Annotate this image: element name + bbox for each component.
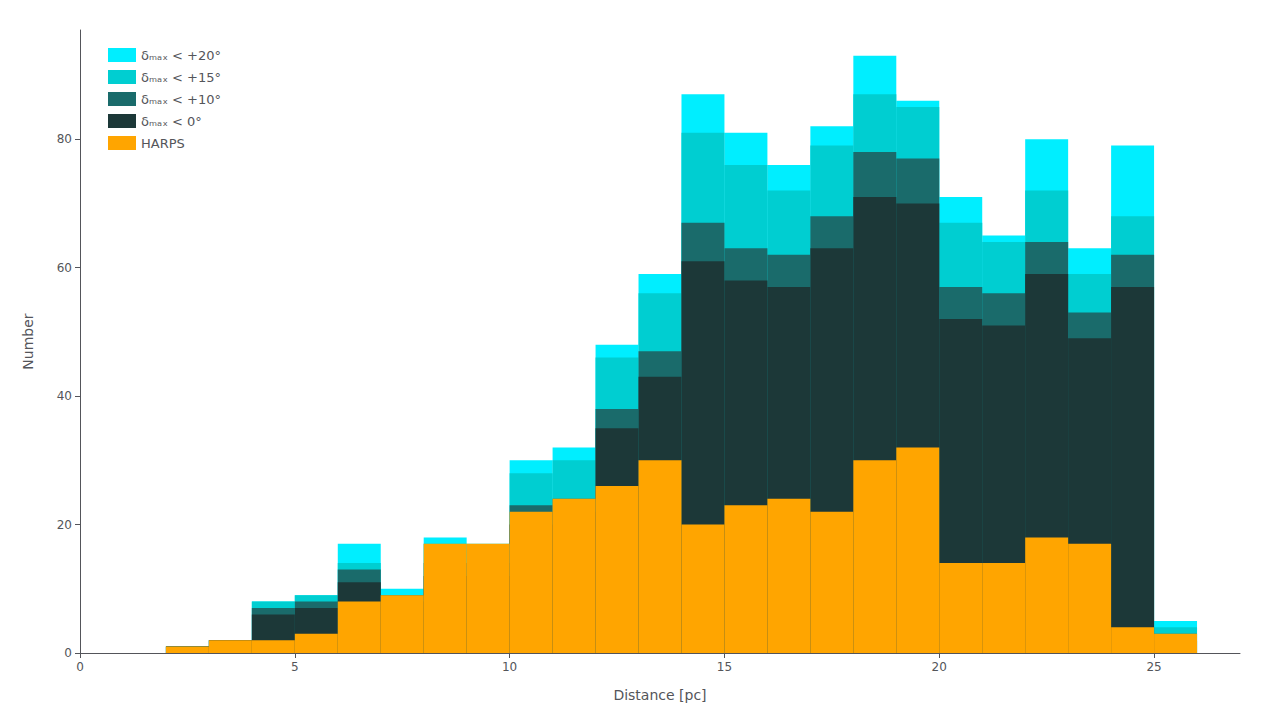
svg-text:60: 60 xyxy=(57,261,72,275)
svg-text:80: 80 xyxy=(57,132,72,146)
svg-text:δₘₐₓ < +15°: δₘₐₓ < +15° xyxy=(141,70,221,85)
svg-text:HARPS: HARPS xyxy=(141,136,185,151)
svg-text:δₘₐₓ < +10°: δₘₐₓ < +10° xyxy=(141,92,221,107)
svg-text:0: 0 xyxy=(76,660,84,674)
svg-text:5: 5 xyxy=(291,660,299,674)
svg-text:40: 40 xyxy=(57,389,72,403)
svg-text:25: 25 xyxy=(1146,660,1161,674)
svg-text:10: 10 xyxy=(502,660,517,674)
svg-text:Number: Number xyxy=(20,313,36,369)
svg-text:20: 20 xyxy=(57,518,72,532)
svg-text:δₘₐₓ < +20°: δₘₐₓ < +20° xyxy=(141,48,221,63)
svg-text:15: 15 xyxy=(717,660,732,674)
svg-text:Distance [pc]: Distance [pc] xyxy=(613,687,706,703)
svg-text:δₘₐₓ < 0°: δₘₐₓ < 0° xyxy=(141,114,202,129)
svg-text:0: 0 xyxy=(64,646,72,660)
svg-text:20: 20 xyxy=(932,660,947,674)
